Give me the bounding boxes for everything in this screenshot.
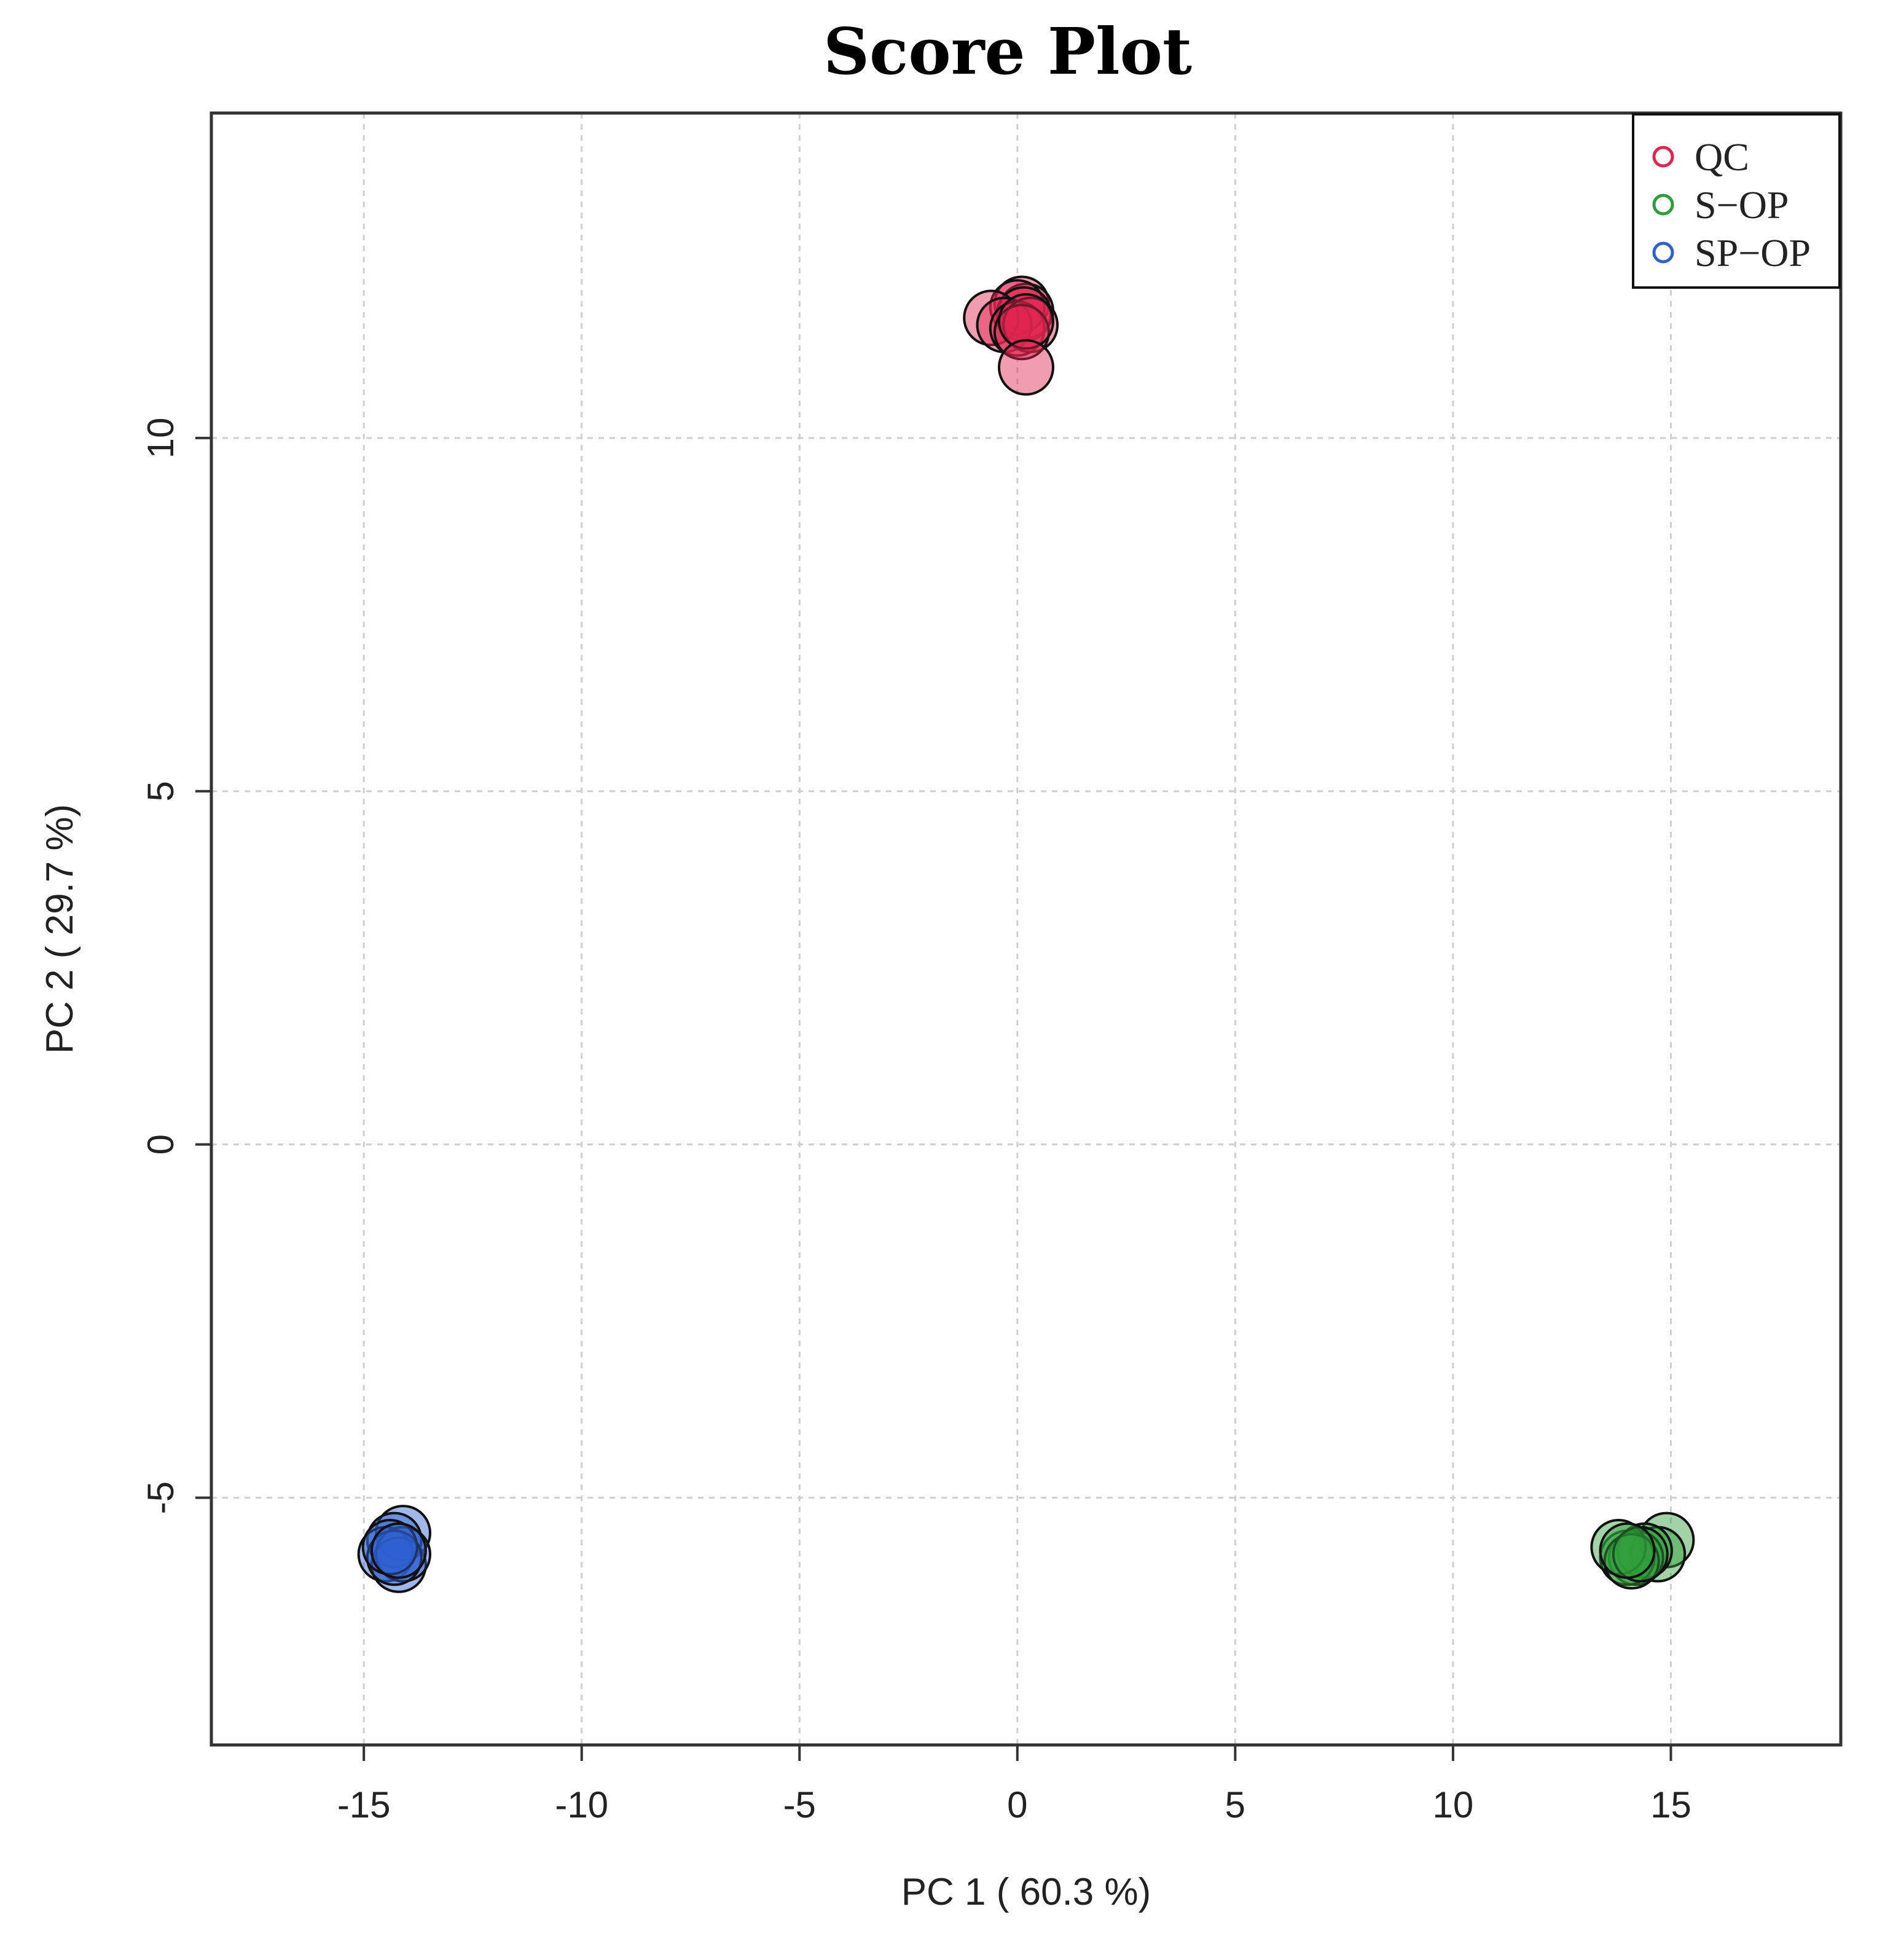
y-tick-label: -5 [140, 1481, 181, 1514]
y-tick-label: 0 [140, 1134, 181, 1154]
legend-marker [1652, 146, 1674, 168]
data-point [1603, 1533, 1660, 1590]
legend-marker [1652, 194, 1674, 216]
x-tick-label: -15 [337, 1784, 391, 1825]
legend-box [1632, 113, 1841, 289]
y-tick-label: 5 [140, 781, 181, 801]
legend-label: S−OP [1695, 183, 1789, 227]
y-axis-label: PC 2 ( 29.7 %) [39, 804, 81, 1054]
chart-title: Score Plot [823, 14, 1192, 89]
y-tick-label: 10 [140, 418, 181, 459]
x-tick-label: 5 [1225, 1784, 1245, 1825]
x-tick-label: 0 [1007, 1784, 1027, 1825]
x-tick-label: -5 [783, 1784, 816, 1825]
data-points [357, 275, 1695, 1593]
legend-label: QC [1695, 135, 1749, 179]
x-axis-label: PC 1 ( 60.3 %) [901, 1871, 1151, 1913]
legend-marker [1652, 241, 1674, 264]
legend-label: SP−OP [1695, 231, 1811, 275]
plot-frame [210, 111, 1843, 1747]
data-point [370, 1522, 427, 1579]
x-tick-label: 15 [1650, 1784, 1691, 1825]
axis-ticks: -15 -10 -5 0 5 10 15 -5 0 5 10 [140, 418, 1691, 1825]
x-tick-label: -10 [555, 1784, 608, 1825]
data-point [1599, 1522, 1656, 1579]
data-point [998, 293, 1054, 350]
x-tick-label: 10 [1433, 1784, 1474, 1825]
data-point [1002, 296, 1059, 353]
data-point [998, 339, 1054, 396]
